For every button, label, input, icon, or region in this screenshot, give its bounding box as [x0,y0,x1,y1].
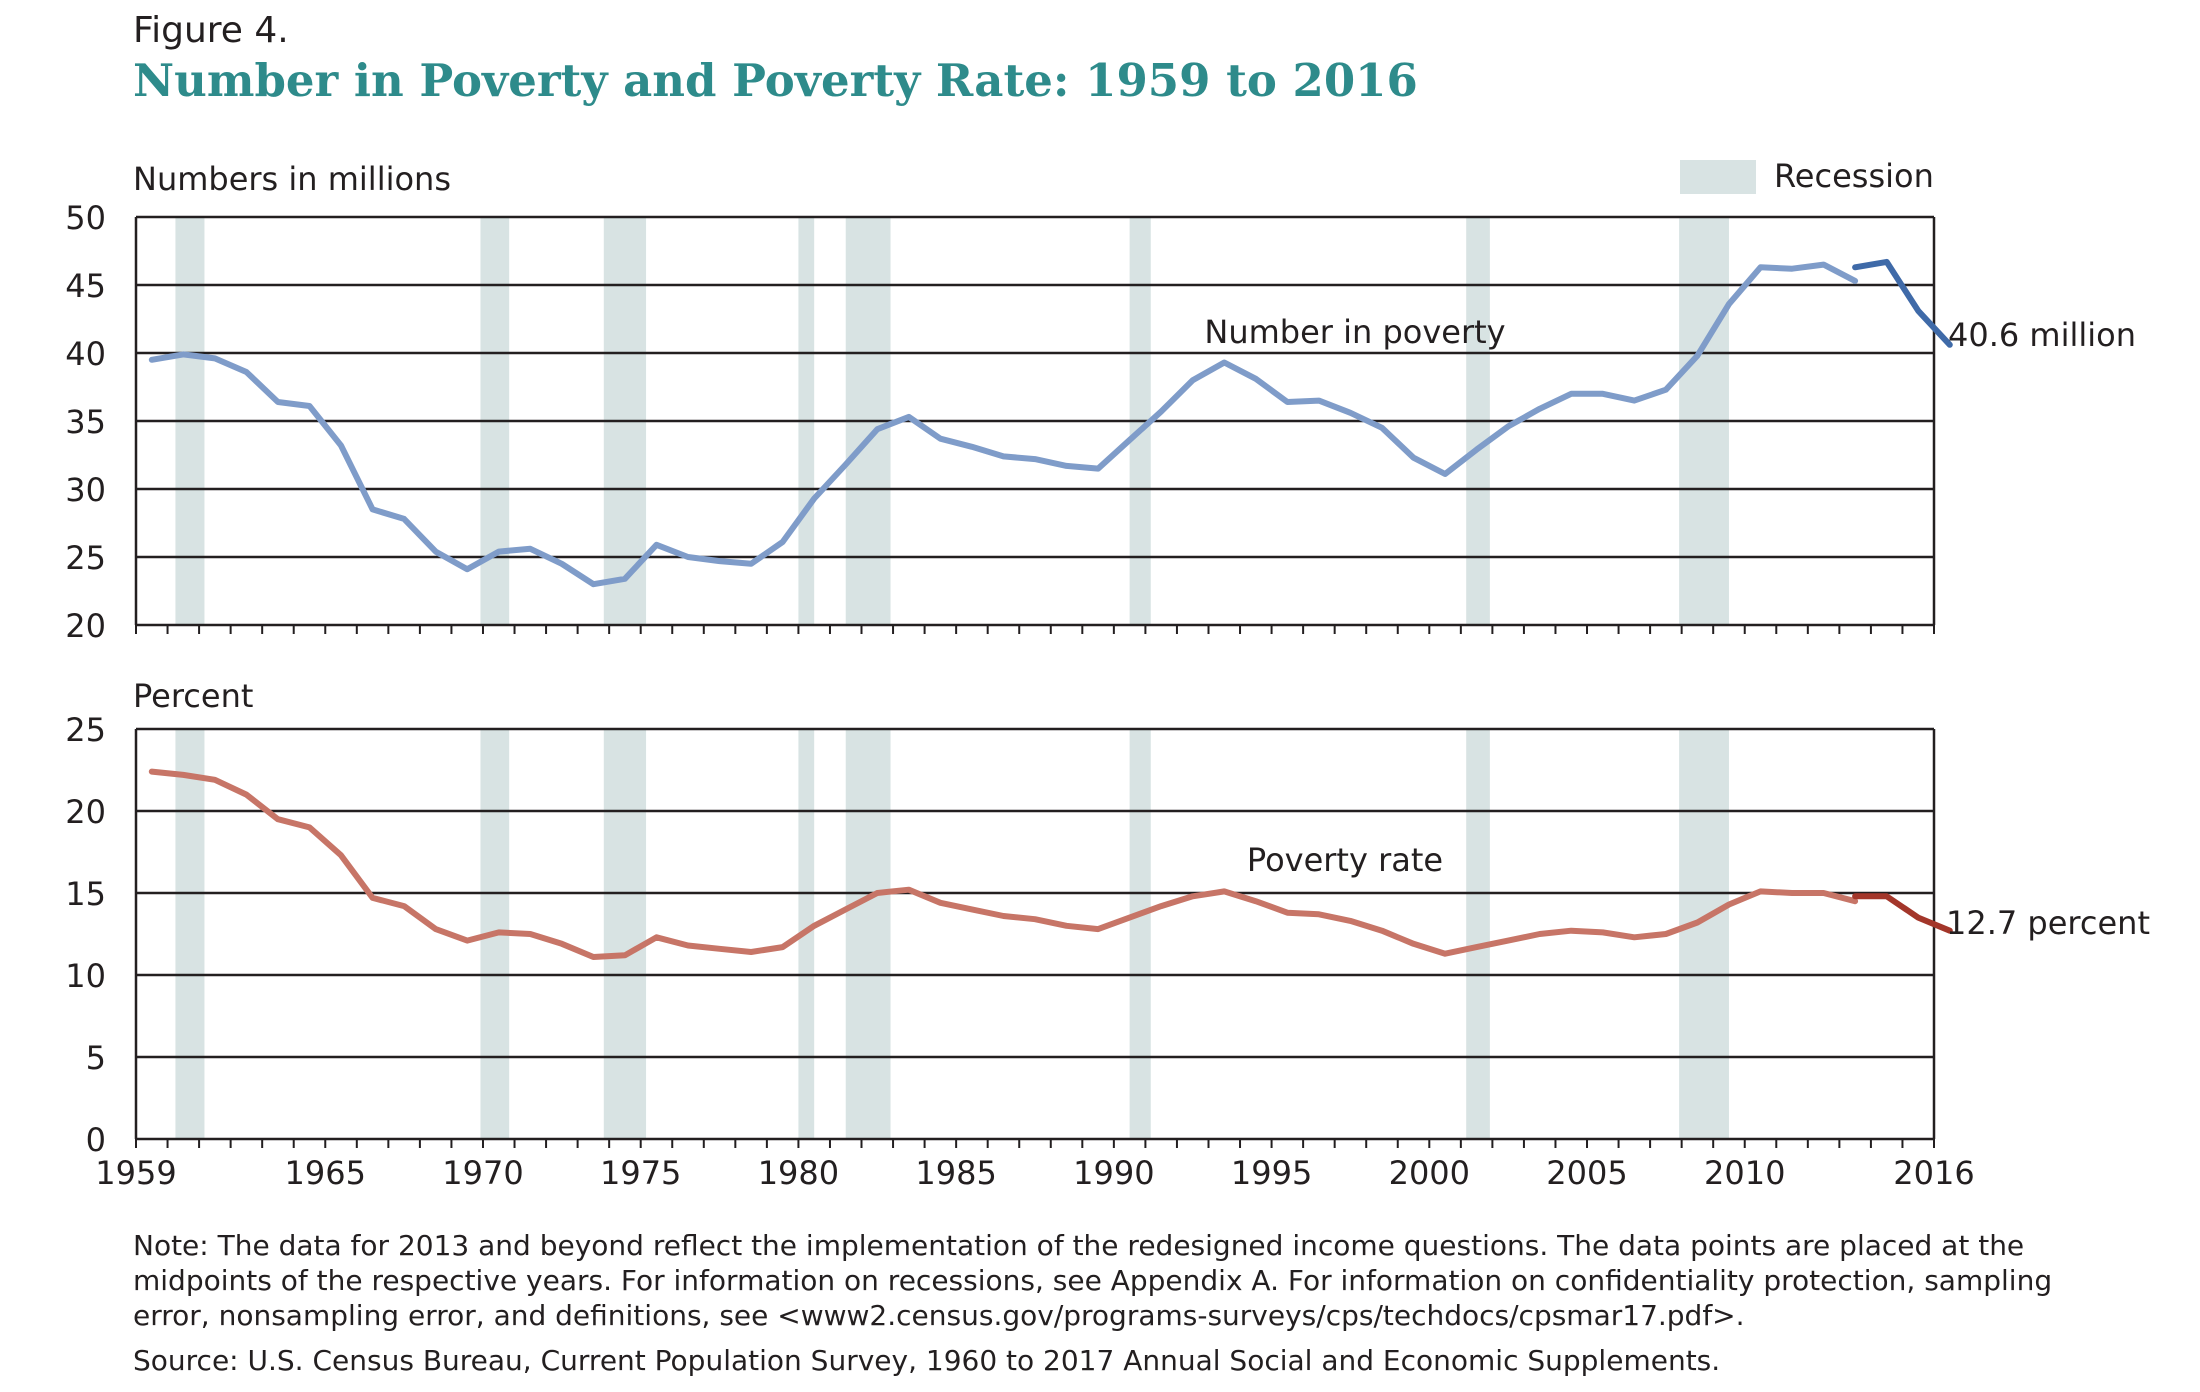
recession-bar [603,729,647,1139]
x-tick-label: 1980 [758,1154,839,1192]
x-tick-label: 1975 [600,1154,681,1192]
series-label: Poverty rate [1247,841,1443,879]
recession-bar [175,729,205,1139]
x-tick-label: 1995 [1231,1154,1312,1192]
y-tick-label: 35 [65,403,106,441]
figure-source: Source: U.S. Census Bureau, Current Popu… [133,1344,1721,1377]
recession-bar [1466,729,1490,1139]
end-value-label: 12.7 percent [1946,904,2150,942]
y-tick-label: 30 [65,471,106,509]
y-tick-label: 10 [65,957,106,995]
series-line-redesigned [1852,258,1953,348]
y-tick-label: 5 [86,1039,106,1077]
y-tick-label: 40 [65,335,106,373]
x-tick-label: 1985 [915,1154,996,1192]
y-tick-label: 50 [65,199,106,237]
series-line-number-in-poverty [148,261,1859,588]
y-axis-label: Percent [133,677,253,715]
y-tick-label: 20 [65,607,106,645]
legend-swatch-recession [1680,160,1756,194]
series-line-redesigned [1852,893,1953,934]
x-tick-label: 1965 [285,1154,366,1192]
x-tick-label: 2010 [1704,1154,1785,1192]
figure-note: Note: The data for 2013 and beyond refle… [133,1229,2053,1332]
y-tick-label: 25 [65,711,106,749]
x-tick-label: 1990 [1073,1154,1154,1192]
legend-label-recession: Recession [1774,157,1934,195]
x-tick-label: 2016 [1893,1154,1974,1192]
y-tick-label: 45 [65,267,106,305]
y-tick-label: 15 [65,875,106,913]
figure-title: Number in Poverty and Poverty Rate: 1959… [133,54,1418,107]
chart-panel-number: 20 25 30 35 40 45 50 Numbers in millions Number … [65,157,2136,645]
chart-panel-rate: 0 5 10 15 20 25 Percent Poverty rate 12.7 percen… [65,677,2150,1192]
series-line-poverty-rate [148,768,1859,960]
recession-bar [845,729,891,1139]
y-tick-label: 20 [65,793,106,831]
end-value-label: 40.6 million [1948,316,2136,354]
y-axis-label: Numbers in millions [133,160,451,198]
recession-bar [1129,729,1151,1139]
series-label: Number in poverty [1204,313,1505,351]
x-tick-label: 2000 [1389,1154,1470,1192]
y-tick-label: 0 [86,1121,106,1159]
recession-bar [1679,729,1729,1139]
x-tick-label: 1970 [442,1154,523,1192]
x-tick-label: 2005 [1546,1154,1627,1192]
x-tick-label: 1959 [95,1154,176,1192]
y-tick-label: 25 [65,539,106,577]
figure-label: Figure 4. [133,10,289,51]
